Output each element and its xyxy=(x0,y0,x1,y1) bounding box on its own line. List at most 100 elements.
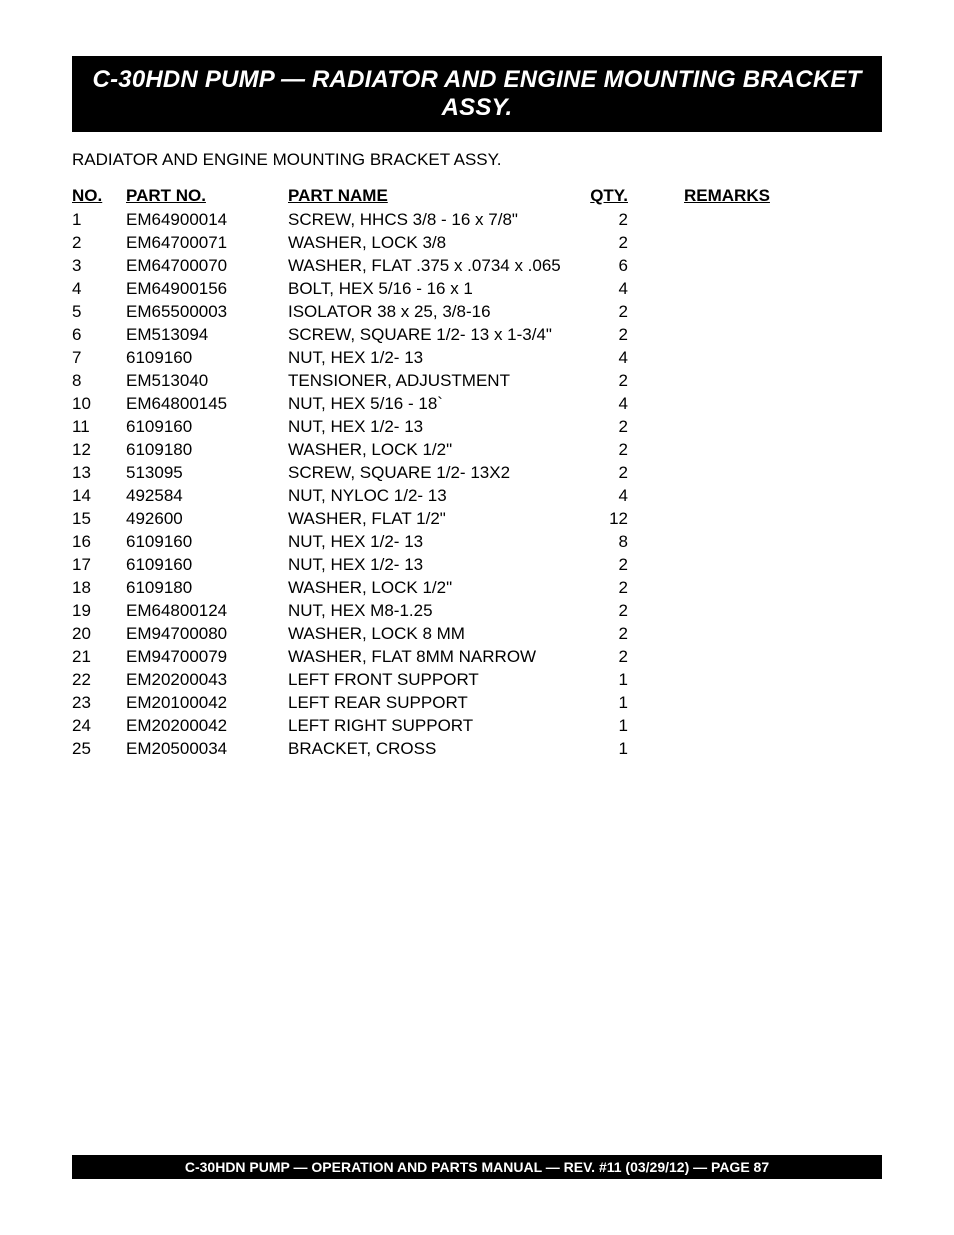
page-title-bar: C-30HDN PUMP — RADIATOR AND ENGINE MOUNT… xyxy=(72,56,882,132)
cell-qty: 4 xyxy=(578,392,628,415)
cell-part-no: EM64900156 xyxy=(126,277,288,300)
table-row: 6EM513094SCREW, SQUARE 1/2- 13 x 1-3/4"2 xyxy=(72,323,798,346)
table-row: 126109180WASHER, LOCK 1/2"2 xyxy=(72,438,798,461)
col-header-part-no: PART NO. xyxy=(126,186,288,208)
cell-part-name: NUT, HEX 1/2- 13 xyxy=(288,346,578,369)
cell-qty: 1 xyxy=(578,668,628,691)
cell-qty: 1 xyxy=(578,714,628,737)
cell-part-no: EM64800145 xyxy=(126,392,288,415)
cell-no: 8 xyxy=(72,369,126,392)
table-header-row: NO. PART NO. PART NAME QTY. REMARKS xyxy=(72,186,798,208)
cell-part-no: EM65500003 xyxy=(126,300,288,323)
cell-part-name: NUT, NYLOC 1/2- 13 xyxy=(288,484,578,507)
cell-remarks xyxy=(628,300,798,323)
cell-part-no: EM64700070 xyxy=(126,254,288,277)
cell-remarks xyxy=(628,714,798,737)
cell-part-name: SCREW, SQUARE 1/2- 13 x 1-3/4" xyxy=(288,323,578,346)
cell-remarks xyxy=(628,622,798,645)
cell-no: 2 xyxy=(72,231,126,254)
table-row: 13513095SCREW, SQUARE 1/2- 13X22 xyxy=(72,461,798,484)
cell-part-no: EM513040 xyxy=(126,369,288,392)
cell-remarks xyxy=(628,668,798,691)
cell-part-name: WASHER, LOCK 3/8 xyxy=(288,231,578,254)
cell-remarks xyxy=(628,507,798,530)
cell-remarks xyxy=(628,645,798,668)
cell-part-no: 513095 xyxy=(126,461,288,484)
cell-no: 4 xyxy=(72,277,126,300)
cell-remarks xyxy=(628,369,798,392)
cell-part-name: NUT, HEX 5/16 - 18` xyxy=(288,392,578,415)
cell-no: 12 xyxy=(72,438,126,461)
cell-part-name: BOLT, HEX 5/16 - 16 x 1 xyxy=(288,277,578,300)
cell-qty: 2 xyxy=(578,415,628,438)
cell-remarks xyxy=(628,691,798,714)
table-row: 3EM64700070WASHER, FLAT .375 x .0734 x .… xyxy=(72,254,798,277)
cell-qty: 12 xyxy=(578,507,628,530)
cell-no: 17 xyxy=(72,553,126,576)
cell-part-name: LEFT REAR SUPPORT xyxy=(288,691,578,714)
table-row: 186109180WASHER, LOCK 1/2"2 xyxy=(72,576,798,599)
cell-no: 24 xyxy=(72,714,126,737)
cell-part-no: EM64800124 xyxy=(126,599,288,622)
cell-no: 11 xyxy=(72,415,126,438)
cell-part-no: 6109180 xyxy=(126,438,288,461)
cell-qty: 2 xyxy=(578,208,628,231)
cell-qty: 2 xyxy=(578,461,628,484)
cell-qty: 2 xyxy=(578,369,628,392)
cell-remarks xyxy=(628,530,798,553)
table-row: 24EM20200042LEFT RIGHT SUPPORT1 xyxy=(72,714,798,737)
table-row: 20EM94700080WASHER, LOCK 8 MM2 xyxy=(72,622,798,645)
col-header-qty: QTY. xyxy=(578,186,628,208)
cell-remarks xyxy=(628,277,798,300)
cell-qty: 2 xyxy=(578,231,628,254)
parts-table-body: 1EM64900014SCREW, HHCS 3/8 - 16 x 7/8"22… xyxy=(72,208,798,760)
cell-part-no: 6109160 xyxy=(126,415,288,438)
cell-no: 5 xyxy=(72,300,126,323)
cell-no: 20 xyxy=(72,622,126,645)
cell-remarks xyxy=(628,208,798,231)
cell-remarks xyxy=(628,346,798,369)
cell-no: 19 xyxy=(72,599,126,622)
cell-part-name: SCREW, SQUARE 1/2- 13X2 xyxy=(288,461,578,484)
col-header-remarks: REMARKS xyxy=(628,186,798,208)
table-row: 2EM64700071WASHER, LOCK 3/82 xyxy=(72,231,798,254)
cell-part-name: WASHER, LOCK 1/2" xyxy=(288,576,578,599)
page-footer: C-30HDN PUMP — OPERATION AND PARTS MANUA… xyxy=(185,1159,769,1175)
cell-remarks xyxy=(628,599,798,622)
cell-no: 21 xyxy=(72,645,126,668)
table-row: 21EM94700079WASHER, FLAT 8MM NARROW2 xyxy=(72,645,798,668)
cell-part-no: EM64900014 xyxy=(126,208,288,231)
cell-no: 25 xyxy=(72,737,126,760)
cell-part-no: EM94700080 xyxy=(126,622,288,645)
cell-qty: 8 xyxy=(578,530,628,553)
cell-remarks xyxy=(628,484,798,507)
cell-remarks xyxy=(628,576,798,599)
cell-part-no: EM20200043 xyxy=(126,668,288,691)
cell-qty: 2 xyxy=(578,576,628,599)
table-row: 5EM65500003ISOLATOR 38 x 25, 3/8-162 xyxy=(72,300,798,323)
cell-part-name: WASHER, FLAT .375 x .0734 x .065 xyxy=(288,254,578,277)
table-row: 1EM64900014SCREW, HHCS 3/8 - 16 x 7/8"2 xyxy=(72,208,798,231)
table-row: 14492584NUT, NYLOC 1/2- 134 xyxy=(72,484,798,507)
cell-qty: 4 xyxy=(578,346,628,369)
cell-part-name: SCREW, HHCS 3/8 - 16 x 7/8" xyxy=(288,208,578,231)
cell-remarks xyxy=(628,737,798,760)
cell-qty: 1 xyxy=(578,737,628,760)
cell-remarks xyxy=(628,553,798,576)
cell-qty: 2 xyxy=(578,645,628,668)
section-subtitle: RADIATOR AND ENGINE MOUNTING BRACKET ASS… xyxy=(72,150,882,170)
cell-qty: 2 xyxy=(578,622,628,645)
cell-part-name: WASHER, FLAT 8MM NARROW xyxy=(288,645,578,668)
page-footer-bar: C-30HDN PUMP — OPERATION AND PARTS MANUA… xyxy=(72,1155,882,1179)
table-row: 25EM20500034BRACKET, CROSS1 xyxy=(72,737,798,760)
cell-part-no: 6109160 xyxy=(126,530,288,553)
cell-part-no: 492600 xyxy=(126,507,288,530)
col-header-no: NO. xyxy=(72,186,126,208)
table-row: 166109160NUT, HEX 1/2- 138 xyxy=(72,530,798,553)
cell-part-name: NUT, HEX 1/2- 13 xyxy=(288,415,578,438)
table-row: 22EM20200043LEFT FRONT SUPPORT1 xyxy=(72,668,798,691)
cell-part-no: 492584 xyxy=(126,484,288,507)
cell-no: 14 xyxy=(72,484,126,507)
parts-table: NO. PART NO. PART NAME QTY. REMARKS 1EM6… xyxy=(72,186,798,760)
cell-part-name: ISOLATOR 38 x 25, 3/8-16 xyxy=(288,300,578,323)
